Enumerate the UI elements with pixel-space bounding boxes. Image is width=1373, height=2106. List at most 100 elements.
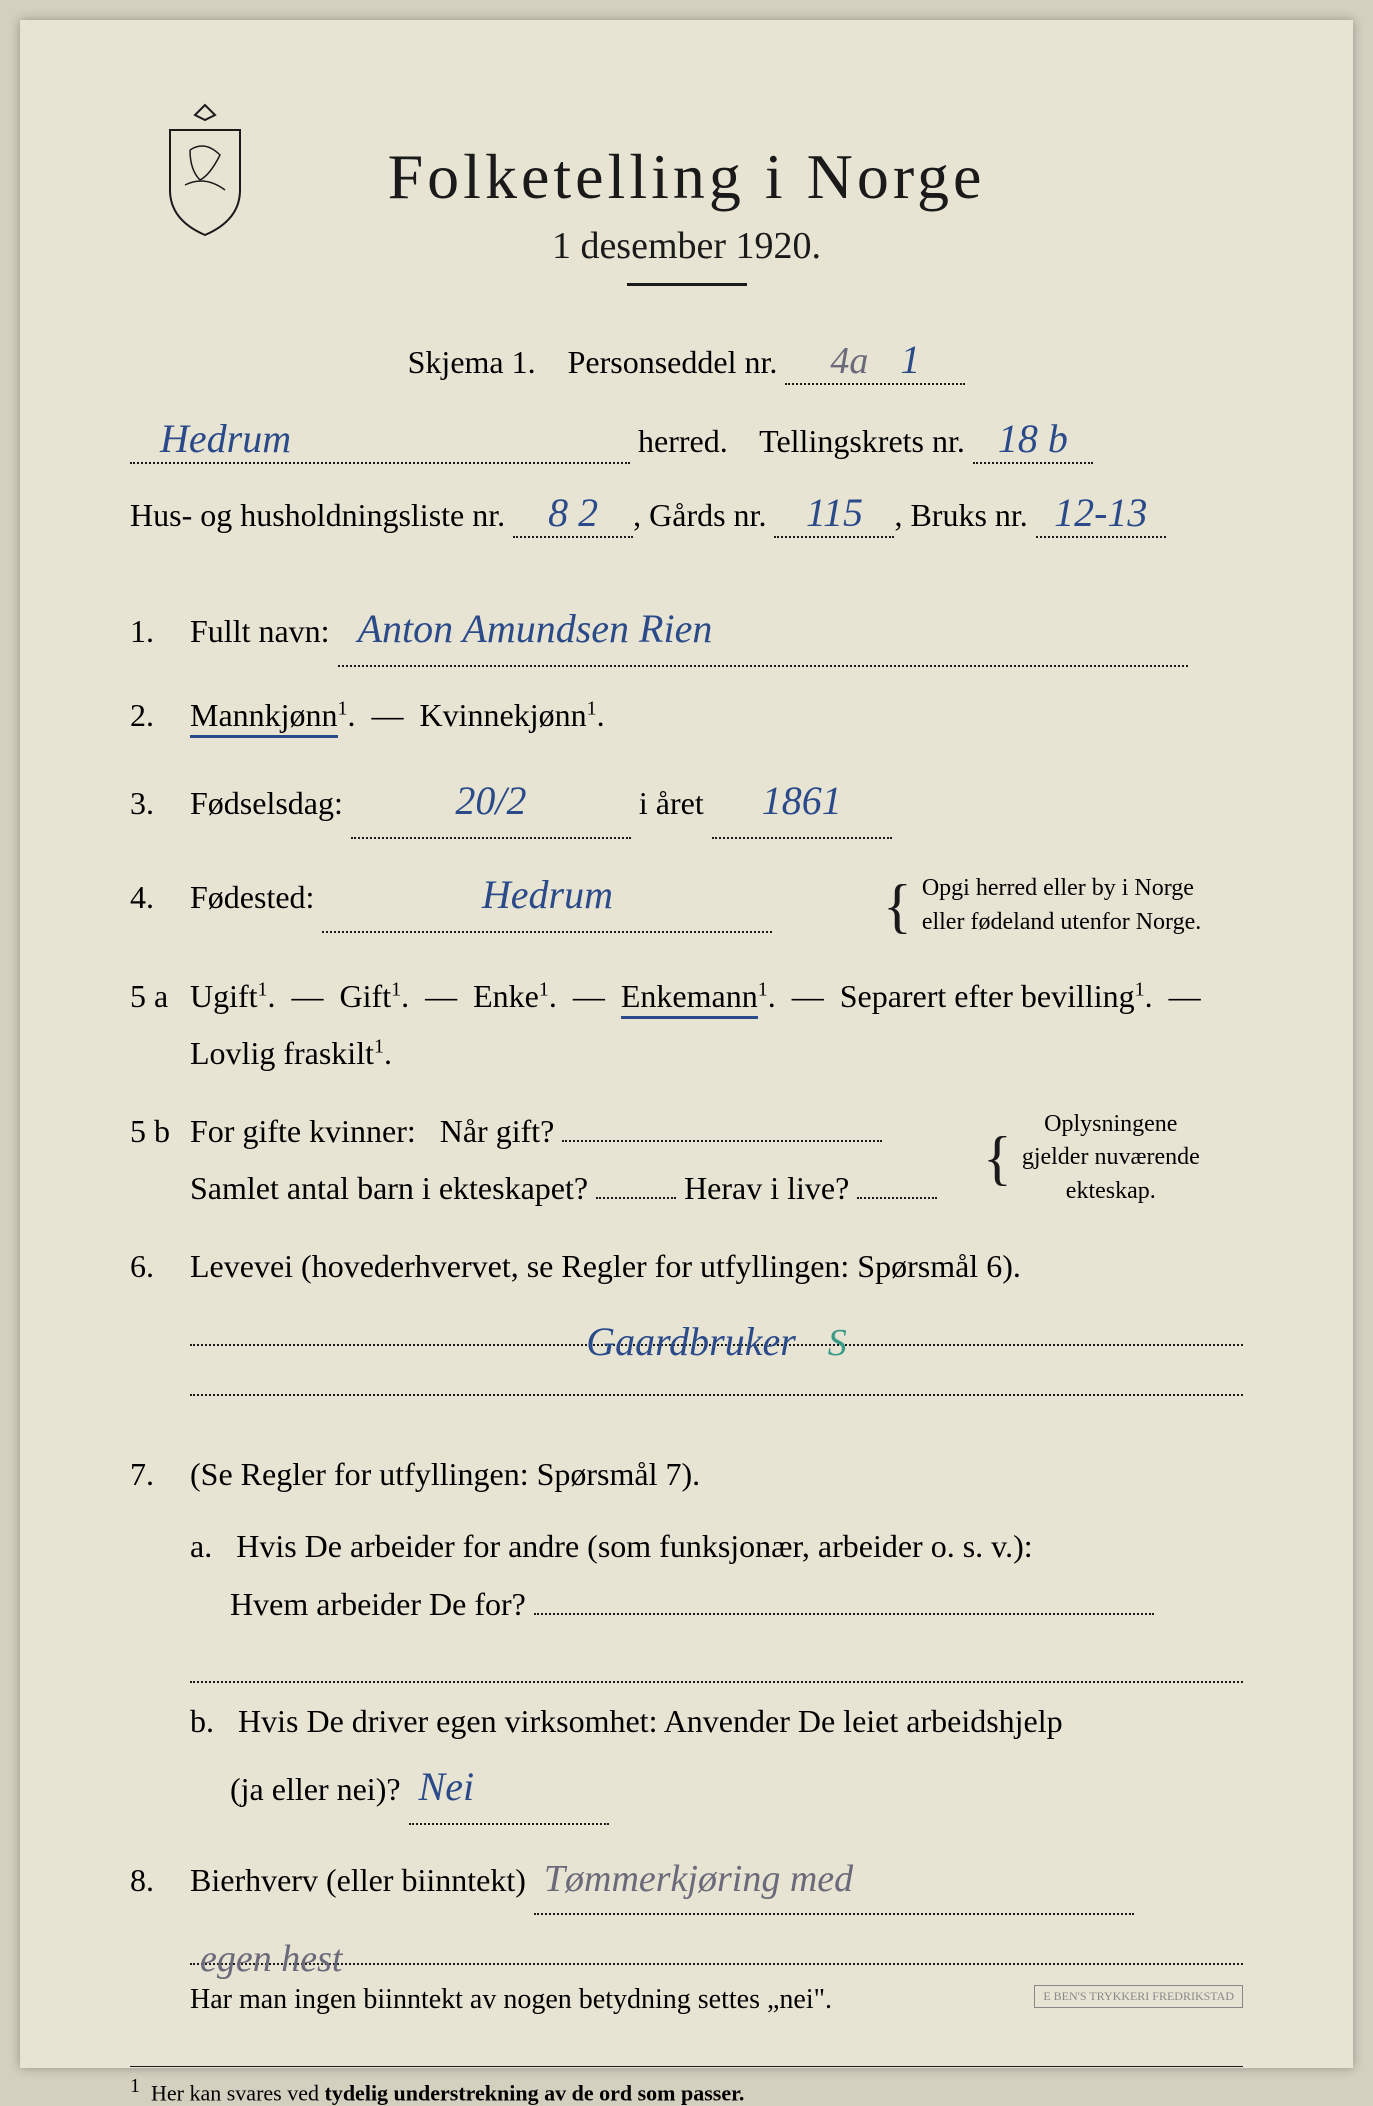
hus-row: Hus- og husholdningsliste nr. 8 2 , Gård… (130, 489, 1243, 538)
q5b-note1: Oplysningene (1044, 1111, 1177, 1137)
q7a-text1: Hvis De arbeider for andre (som funksjon… (236, 1528, 1032, 1564)
q5a-num: 5 a (130, 978, 190, 1015)
question-2: 2. Mannkjønn1. — Kvinnekjønn1. (130, 687, 1243, 745)
herred-label: herred. (638, 423, 728, 459)
gards-value: 115 (806, 490, 863, 535)
q1-field: Anton Amundsen Rien (338, 593, 1188, 667)
herred-value: Hedrum (160, 416, 291, 461)
q5b-note: { Oplysningene gjelder nuværende ekteska… (983, 1108, 1243, 1209)
question-6: 6. Levevei (hovederhvervet, se Regler fo… (130, 1238, 1243, 1406)
herred-row: Hedrum herred. Tellingskrets nr. 18 b (130, 415, 1243, 464)
personseddel-field: 4a 1 (785, 336, 965, 385)
q5a-separert: Separert efter bevilling (840, 978, 1135, 1014)
brace-icon: { (883, 864, 912, 948)
question-3: 3. Fødselsdag: 20/2 i året 1861 (130, 765, 1243, 839)
q3-content: Fødselsdag: 20/2 i året 1861 (190, 765, 1243, 839)
census-form-page: Folketelling i Norge 1 desember 1920. Sk… (20, 20, 1353, 2068)
q1-num: 1. (130, 613, 190, 650)
q3-i-aret: i året (639, 785, 704, 821)
personseddel-struck: 4a (830, 340, 868, 382)
hus-label: Hus- og husholdningsliste nr. (130, 497, 505, 533)
bruks-label: Bruks nr. (910, 497, 1027, 533)
q7b: b. Hvis De driver egen virksomhet: Anven… (190, 1693, 1243, 1825)
q4-field: Hedrum (322, 859, 772, 933)
q5b-note2: gjelder nuværende (1022, 1144, 1200, 1170)
q5b-content: For gifte kvinner: Når gift? { Oplysning… (190, 1103, 1243, 1218)
q7b-label: b. (190, 1703, 214, 1739)
q5a-lovlig: Lovlig fraskilt (190, 1035, 374, 1071)
q5b-num: 5 b (130, 1113, 190, 1150)
q8-num: 8. (130, 1862, 190, 1899)
q5a-ugift: Ugift (190, 978, 258, 1014)
q2-kvinne: Kvinnekjønn (420, 697, 587, 733)
footnote-num: 1 (130, 2075, 140, 2097)
q6-label: Levevei (hovederhvervet, se Regler for u… (190, 1248, 1021, 1284)
q5a-gift: Gift (340, 978, 392, 1014)
q2-num: 2. (130, 697, 190, 734)
q2-content: Mannkjønn1. — Kvinnekjønn1. (190, 687, 1243, 745)
q3-year-value: 1861 (762, 778, 842, 823)
q6-num: 6. (130, 1248, 190, 1285)
tellingskrets-value: 18 b (998, 416, 1068, 461)
q8-field: Tømmerkjøring med (534, 1845, 1134, 1915)
footnote-text: Her kan svares ved tydelig understreknin… (151, 2080, 744, 2105)
q5b-samlet: Samlet antal barn i ekteskapet? (190, 1170, 588, 1206)
q4-label: Fødested: (190, 879, 314, 915)
header-divider (627, 283, 747, 286)
q4-value: Hedrum (482, 872, 613, 917)
q7b-text2: (ja eller nei)? (230, 1771, 401, 1807)
q5b-herav: Herav i live? (684, 1170, 849, 1206)
q3-label: Fødselsdag: (190, 785, 343, 821)
question-1: 1. Fullt navn: Anton Amundsen Rien (130, 593, 1243, 667)
bruks-value: 12-13 (1054, 490, 1147, 535)
personseddel-label: Personseddel nr. (568, 344, 778, 380)
norwegian-crest-icon (150, 100, 260, 240)
form-subtitle: 1 desember 1920. (130, 224, 1243, 268)
schema-row: Skjema 1. Personseddel nr. 4a 1 (130, 336, 1243, 385)
question-4: 4. Fødested: Hedrum { Opgi herred eller … (130, 859, 1243, 948)
q5a-enke: Enke (473, 978, 539, 1014)
printer-stamp: E BEN'S TRYKKERI FREDRIKSTAD (1034, 1985, 1243, 2008)
q5a-content: Ugift1. — Gift1. — Enke1. — Enkemann1. —… (190, 968, 1243, 1083)
q7-content: (Se Regler for utfyllingen: Spørsmål 7).… (190, 1446, 1243, 1825)
q6-content: Levevei (hovederhvervet, se Regler for u… (190, 1238, 1243, 1406)
crest-svg (150, 100, 260, 240)
q3-dag-field: 20/2 (351, 765, 631, 839)
form-title: Folketelling i Norge (130, 140, 1243, 214)
q3-num: 3. (130, 785, 190, 822)
q5b-label: For gifte kvinner: (190, 1113, 416, 1149)
form-header: Folketelling i Norge 1 desember 1920. (130, 140, 1243, 286)
q7a: a. Hvis De arbeider for andre (som funks… (190, 1518, 1243, 1683)
q6-suffix: S (828, 1322, 847, 1364)
q7a-field-2 (190, 1643, 1243, 1683)
skjema-label: Skjema 1. (408, 344, 536, 380)
q7a-text2: Hvem arbeider De for? (230, 1586, 526, 1622)
brace-icon-2: { (983, 1116, 1012, 1200)
q2-mann: Mannkjønn (190, 697, 338, 738)
q5b-note3: ekteskap. (1066, 1178, 1156, 1204)
herred-field: Hedrum (130, 415, 630, 464)
bruks-field: 12-13 (1036, 489, 1166, 538)
footnote: 1 Her kan svares ved tydelig understrekn… (130, 2075, 1243, 2106)
q8-value1: Tømmerkjøring med (544, 1858, 853, 1900)
q8-field-2: egen hest (190, 1925, 1243, 1965)
q7a-field (534, 1613, 1154, 1615)
q6-field: Gaardbruker S (190, 1306, 1243, 1346)
q4-note1: Opgi herred eller by i Norge (922, 875, 1194, 901)
q4-num: 4. (130, 879, 190, 916)
question-5a: 5 a Ugift1. — Gift1. — Enke1. — Enkemann… (130, 968, 1243, 1083)
q7b-value: Nei (419, 1764, 475, 1809)
hus-value: 8 2 (548, 490, 598, 535)
q4-content: Fødested: Hedrum { Opgi herred eller by … (190, 859, 1243, 948)
q4-note: { Opgi herred eller by i Norge eller fød… (883, 864, 1243, 948)
q7b-text1: Hvis De driver egen virksomhet: Anvender… (238, 1703, 1063, 1739)
q7b-field: Nei (409, 1751, 609, 1825)
q5b-herav-field (857, 1197, 937, 1199)
q4-note2: eller fødeland utenfor Norge. (922, 909, 1201, 935)
personseddel-value: 1 (900, 337, 920, 382)
gards-field: 115 (774, 489, 894, 538)
q6-value: Gaardbruker (586, 1319, 796, 1364)
footer: 1 Her kan svares ved tydelig understrekn… (130, 2066, 1243, 2106)
hus-field: 8 2 (513, 489, 633, 538)
question-5b: 5 b For gifte kvinner: Når gift? { Oplys… (130, 1103, 1243, 1218)
